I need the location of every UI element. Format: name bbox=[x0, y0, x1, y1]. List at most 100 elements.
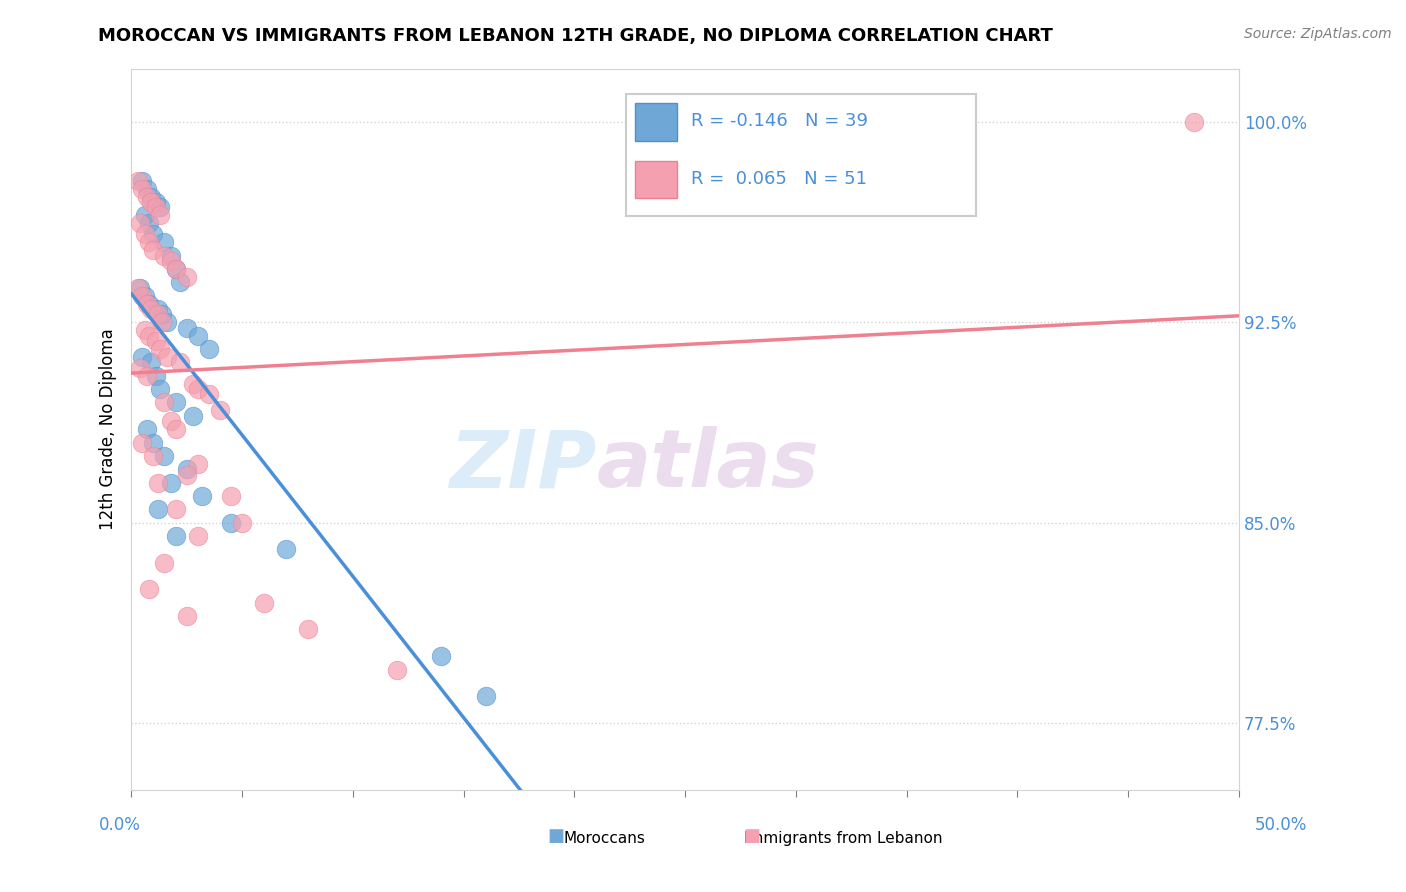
Text: R =  0.065   N = 51: R = 0.065 N = 51 bbox=[690, 169, 866, 188]
Text: 0.0%: 0.0% bbox=[98, 816, 141, 834]
Point bbox=[160, 253, 183, 268]
Point bbox=[134, 288, 156, 302]
Point bbox=[146, 301, 169, 316]
Point bbox=[146, 475, 169, 490]
Point bbox=[131, 350, 153, 364]
Point bbox=[187, 328, 209, 343]
Point bbox=[165, 395, 187, 409]
Point bbox=[127, 174, 149, 188]
Point bbox=[135, 296, 157, 310]
Point bbox=[141, 190, 163, 204]
Point bbox=[149, 382, 172, 396]
Text: ZIP: ZIP bbox=[449, 426, 596, 504]
Point bbox=[165, 261, 187, 276]
Text: MOROCCAN VS IMMIGRANTS FROM LEBANON 12TH GRADE, NO DIPLOMA CORRELATION CHART: MOROCCAN VS IMMIGRANTS FROM LEBANON 12TH… bbox=[98, 27, 1053, 45]
Point bbox=[176, 609, 198, 624]
Point bbox=[149, 342, 172, 356]
Point bbox=[160, 414, 183, 428]
Point bbox=[129, 280, 152, 294]
Point bbox=[138, 217, 160, 231]
Text: atlas: atlas bbox=[596, 426, 820, 504]
Text: Immigrants from Lebanon: Immigrants from Lebanon bbox=[744, 831, 943, 846]
Point bbox=[385, 663, 408, 677]
Point bbox=[169, 355, 191, 369]
FancyBboxPatch shape bbox=[636, 161, 678, 198]
Point bbox=[187, 382, 209, 396]
Point bbox=[145, 368, 167, 383]
Point bbox=[145, 334, 167, 348]
Point bbox=[131, 174, 153, 188]
Point bbox=[165, 422, 187, 436]
Point bbox=[181, 409, 204, 423]
Point bbox=[219, 489, 242, 503]
Point bbox=[134, 323, 156, 337]
Point bbox=[181, 376, 204, 391]
Point bbox=[165, 261, 187, 276]
Point bbox=[297, 623, 319, 637]
Point bbox=[430, 649, 453, 664]
Point bbox=[146, 502, 169, 516]
Point bbox=[138, 296, 160, 310]
Point bbox=[231, 516, 253, 530]
Point bbox=[176, 467, 198, 482]
Point bbox=[276, 542, 298, 557]
Point bbox=[176, 269, 198, 284]
Point bbox=[153, 395, 176, 409]
Point bbox=[191, 489, 214, 503]
Point bbox=[129, 360, 152, 375]
Point bbox=[134, 227, 156, 241]
Point bbox=[146, 307, 169, 321]
Point bbox=[138, 235, 160, 249]
Text: ■: ■ bbox=[547, 827, 564, 845]
Point bbox=[1184, 115, 1206, 129]
Point bbox=[197, 342, 219, 356]
Text: Source: ZipAtlas.com: Source: ZipAtlas.com bbox=[1244, 27, 1392, 41]
Point bbox=[138, 328, 160, 343]
Point bbox=[135, 182, 157, 196]
Point bbox=[160, 475, 183, 490]
Point bbox=[150, 307, 173, 321]
FancyBboxPatch shape bbox=[636, 103, 678, 141]
Point bbox=[165, 502, 187, 516]
Point bbox=[208, 403, 231, 417]
Point bbox=[129, 217, 152, 231]
Text: 50.0%: 50.0% bbox=[1256, 816, 1308, 834]
Point bbox=[127, 280, 149, 294]
Point bbox=[156, 315, 179, 329]
Point bbox=[169, 275, 191, 289]
Point bbox=[153, 449, 176, 463]
Text: ■: ■ bbox=[744, 827, 761, 845]
Point bbox=[141, 301, 163, 316]
Point bbox=[131, 182, 153, 196]
Point bbox=[145, 201, 167, 215]
Point bbox=[187, 529, 209, 543]
Point bbox=[153, 248, 176, 262]
Point bbox=[141, 195, 163, 210]
Point bbox=[141, 355, 163, 369]
Text: Moroccans: Moroccans bbox=[564, 831, 645, 846]
Point bbox=[176, 320, 198, 334]
Point bbox=[142, 435, 165, 450]
Point bbox=[135, 422, 157, 436]
Y-axis label: 12th Grade, No Diploma: 12th Grade, No Diploma bbox=[100, 328, 117, 530]
Point bbox=[156, 350, 179, 364]
Point bbox=[153, 235, 176, 249]
Point bbox=[160, 248, 183, 262]
Point bbox=[131, 435, 153, 450]
Point bbox=[150, 315, 173, 329]
Point bbox=[131, 288, 153, 302]
Point bbox=[145, 195, 167, 210]
Point bbox=[474, 690, 496, 704]
Text: R = -0.146   N = 39: R = -0.146 N = 39 bbox=[690, 112, 868, 130]
Point bbox=[253, 596, 276, 610]
Point bbox=[219, 516, 242, 530]
Point bbox=[197, 387, 219, 401]
Point bbox=[134, 209, 156, 223]
Point bbox=[142, 449, 165, 463]
FancyBboxPatch shape bbox=[626, 94, 976, 217]
Point bbox=[142, 243, 165, 257]
Point bbox=[135, 368, 157, 383]
Point bbox=[165, 529, 187, 543]
Point bbox=[153, 556, 176, 570]
Point bbox=[135, 190, 157, 204]
